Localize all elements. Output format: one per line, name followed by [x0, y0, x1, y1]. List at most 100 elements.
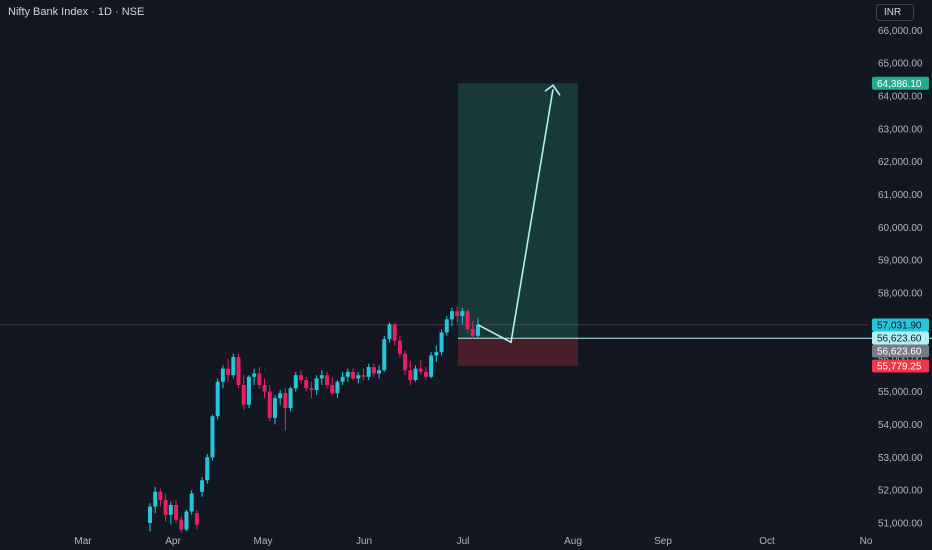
candle: [392, 322, 397, 346]
candle-body: [476, 324, 480, 336]
candle-body: [319, 375, 324, 379]
candle-body: [215, 381, 220, 417]
price-label-text: 55,779.25: [877, 362, 922, 373]
currency-selector[interactable]: INR: [876, 4, 914, 21]
y-tick-label: 63,000.00: [878, 124, 923, 135]
price-label-badge: [872, 318, 929, 332]
candle-body: [314, 378, 319, 390]
candle-body: [283, 393, 288, 409]
candle: [387, 322, 392, 343]
candle: [335, 380, 340, 399]
y-tick-label: 62,000.00: [878, 157, 923, 168]
time-axis: Mar Apr May Jun Jul Aug Sep Oct No: [74, 536, 872, 547]
candle: [226, 358, 231, 382]
candle-body: [179, 519, 184, 530]
candle: [340, 371, 345, 386]
candle: [403, 350, 408, 376]
x-tick-label: Aug: [564, 536, 582, 547]
candle-body: [293, 375, 298, 389]
candle-body: [257, 373, 262, 386]
candle-body: [387, 324, 392, 340]
candle: [158, 488, 163, 507]
stop-zone: [458, 338, 578, 367]
candle: [288, 386, 293, 412]
candle-body: [429, 355, 434, 377]
x-tick-label: May: [254, 536, 273, 547]
candle: [252, 368, 257, 386]
candle: [418, 360, 423, 376]
candle-body: [226, 368, 231, 376]
price-label-text: 64,386.10: [877, 79, 922, 90]
projection-path: [477, 89, 554, 344]
candle: [293, 371, 298, 392]
candle-body: [366, 366, 371, 377]
candle: [314, 375, 319, 395]
candle-body: [455, 311, 460, 317]
x-tick-label: Sep: [654, 536, 672, 547]
candle: [460, 307, 465, 325]
candle-body: [444, 319, 449, 333]
candle-body: [335, 381, 340, 394]
candle-body: [434, 352, 439, 356]
y-tick-label: 52,000.00: [878, 486, 923, 497]
y-tick-label: 55,000.00: [878, 387, 923, 398]
candle-body: [158, 491, 163, 501]
candle-body: [220, 368, 225, 382]
price-label-text: 56,623.60: [877, 334, 922, 345]
candle: [184, 509, 189, 532]
candle-body: [309, 388, 314, 390]
y-tick-label: 65,000.00: [878, 59, 923, 70]
candle-body: [184, 511, 189, 530]
price-label-text: 56,623.60: [877, 347, 922, 358]
candle-body: [174, 504, 179, 520]
projection-arrowhead: [544, 84, 561, 96]
candle: [194, 509, 199, 530]
candle: [148, 503, 152, 532]
candle-body: [231, 357, 236, 376]
candle: [439, 329, 444, 356]
x-tick-label: Oct: [759, 536, 775, 547]
candle-body: [345, 371, 350, 377]
candle-body: [288, 388, 293, 409]
chart-title: Nifty Bank Index · 1D · NSE: [8, 6, 145, 18]
y-tick-label: 64,000.00: [878, 91, 923, 102]
candle-body: [377, 370, 382, 374]
y-tick-label: 54,000.00: [878, 420, 923, 431]
candle: [189, 490, 194, 515]
candle-body: [304, 380, 309, 389]
candle-body: [325, 375, 330, 386]
candle: [470, 320, 475, 340]
candle: [283, 388, 288, 432]
candle: [319, 370, 324, 386]
candle-body: [241, 385, 246, 405]
candle: [444, 316, 449, 336]
candle-body: [272, 398, 277, 418]
candle: [304, 376, 309, 392]
x-tick-label: Apr: [165, 536, 181, 547]
candle: [330, 376, 335, 395]
x-tick-label: Jul: [457, 536, 470, 547]
candle: [309, 381, 314, 399]
candle-body: [278, 393, 283, 399]
candlestick-series: [148, 306, 480, 533]
candle-body: [449, 311, 454, 320]
candle: [434, 345, 439, 363]
candle: [429, 352, 434, 379]
candle: [449, 307, 454, 326]
candle: [179, 516, 184, 533]
candle: [377, 365, 382, 379]
x-tick-label: Mar: [74, 536, 92, 547]
candle-body: [205, 457, 210, 481]
price-label-badge: [872, 76, 929, 90]
y-tick-label: 60,000.00: [878, 223, 923, 234]
candle-body: [356, 375, 361, 379]
projection-arrow: [477, 84, 561, 344]
y-tick-label: 59,000.00: [878, 256, 923, 267]
y-tick-label: 53,000.00: [878, 453, 923, 464]
candle-body: [361, 375, 366, 377]
candle-body: [298, 375, 303, 381]
price-label-text: 57,031.90: [877, 321, 922, 332]
price-lines: [0, 324, 932, 339]
candle-body: [460, 311, 465, 317]
